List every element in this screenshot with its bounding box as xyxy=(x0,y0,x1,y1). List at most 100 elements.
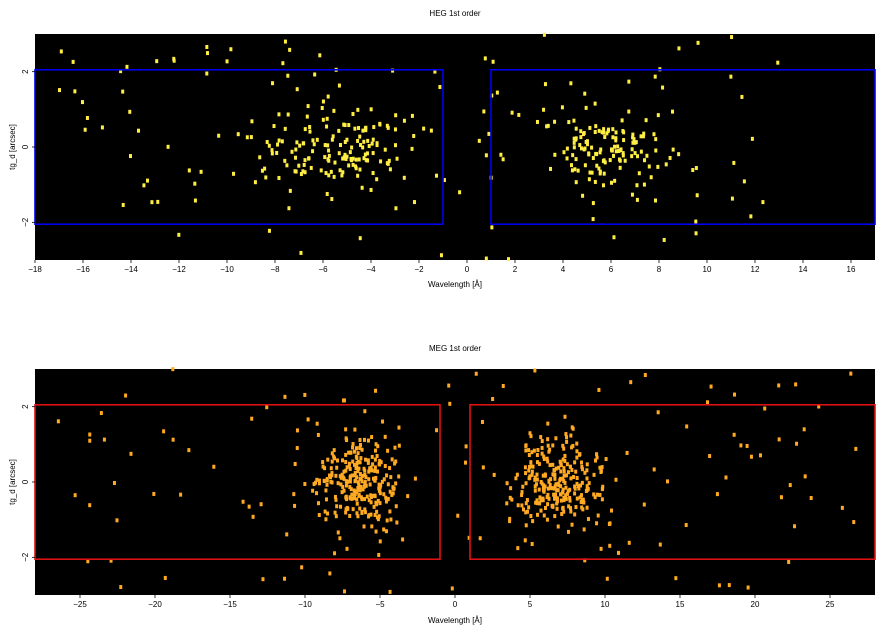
heg-event-pixel xyxy=(326,94,330,99)
meg-event-pixel xyxy=(317,513,321,518)
heg-event-pixel xyxy=(602,130,606,135)
meg-event-pixel xyxy=(563,414,567,419)
meg-event-pixel xyxy=(610,508,614,513)
meg-event-pixel xyxy=(353,492,357,497)
heg-event-pixel xyxy=(495,90,499,95)
heg-event-pixel xyxy=(393,143,397,148)
meg-event-pixel xyxy=(510,497,514,502)
heg-event-pixel xyxy=(365,158,369,163)
meg-event-pixel xyxy=(570,467,574,472)
meg-event-pixel xyxy=(562,473,566,478)
heg-event-pixel xyxy=(303,127,307,132)
heg-event-pixel xyxy=(608,158,612,163)
heg-event-pixel xyxy=(588,125,592,130)
heg-event-pixel xyxy=(636,154,640,159)
meg-event-pixel xyxy=(524,471,528,476)
meg-event-pixel xyxy=(546,443,550,448)
meg-event-pixel xyxy=(357,493,361,498)
heg-event-pixel xyxy=(598,169,602,174)
meg-event-pixel xyxy=(551,486,555,491)
meg-event-pixel xyxy=(317,481,321,486)
heg-xtick-label: 2 xyxy=(513,265,518,274)
meg-event-pixel xyxy=(580,467,584,472)
meg-event-pixel xyxy=(529,434,533,439)
heg-event-pixel xyxy=(342,122,346,127)
meg-event-pixel xyxy=(794,382,798,387)
heg-event-pixel xyxy=(356,173,360,178)
meg-event-pixel xyxy=(388,509,392,514)
meg-event-pixel xyxy=(377,488,381,493)
meg-event-pixel xyxy=(363,497,367,502)
meg-event-pixel xyxy=(378,484,382,489)
meg-event-pixel xyxy=(593,495,597,500)
heg-event-pixel xyxy=(177,232,181,237)
meg-event-pixel xyxy=(342,488,346,493)
heg-event-pixel xyxy=(85,115,89,120)
heg-event-pixel xyxy=(776,60,780,65)
meg-event-pixel xyxy=(532,448,536,453)
meg-ytick-label: 0 xyxy=(21,479,30,484)
heg-event-pixel xyxy=(121,202,125,207)
meg-event-pixel xyxy=(375,509,379,514)
meg-event-pixel xyxy=(523,465,527,470)
meg-event-pixel xyxy=(515,472,519,477)
meg-event-pixel xyxy=(351,445,355,450)
meg-event-pixel xyxy=(575,476,579,481)
heg-event-pixel xyxy=(379,159,383,164)
meg-event-pixel xyxy=(505,481,509,486)
heg-event-pixel xyxy=(302,162,306,167)
meg-event-pixel xyxy=(536,512,540,517)
meg-event-pixel xyxy=(529,464,533,469)
meg-event-pixel xyxy=(561,443,565,448)
meg-event-pixel xyxy=(560,512,564,517)
meg-event-pixel xyxy=(86,559,90,564)
meg-event-pixel xyxy=(354,446,358,451)
meg-event-pixel xyxy=(577,452,581,457)
heg-event-pixel xyxy=(288,47,292,52)
heg-event-pixel xyxy=(378,121,382,126)
heg-event-pixel xyxy=(119,69,123,74)
heg-event-pixel xyxy=(325,191,329,196)
heg-event-pixel xyxy=(482,109,486,114)
meg-event-pixel xyxy=(365,494,369,499)
heg-event-pixel xyxy=(286,112,290,117)
meg-event-pixel xyxy=(541,498,545,503)
heg-event-pixel xyxy=(393,127,397,132)
meg-event-pixel xyxy=(551,503,555,508)
heg-event-pixel xyxy=(644,118,648,123)
meg-event-pixel xyxy=(524,501,528,506)
meg-event-pixel xyxy=(555,506,559,511)
meg-event-pixel xyxy=(300,565,304,570)
heg-xtick-label: 0 xyxy=(465,265,470,274)
heg-event-pixel xyxy=(298,143,302,148)
meg-event-pixel xyxy=(535,460,539,465)
meg-event-pixel xyxy=(369,500,373,505)
meg-event-pixel xyxy=(514,476,518,481)
heg-event-pixel xyxy=(367,144,371,149)
meg-event-pixel xyxy=(600,497,604,502)
meg-event-pixel xyxy=(717,583,721,588)
heg-event-pixel xyxy=(442,178,446,183)
heg-event-pixel xyxy=(652,132,656,137)
meg-event-pixel xyxy=(534,482,538,487)
meg-event-pixel xyxy=(363,510,367,515)
heg-event-pixel xyxy=(128,109,132,114)
meg-event-pixel xyxy=(557,465,561,470)
meg-event-pixel xyxy=(595,455,599,460)
meg-event-pixel xyxy=(388,589,392,594)
meg-event-pixel xyxy=(579,460,583,465)
heg-event-pixel xyxy=(603,135,607,140)
meg-event-pixel xyxy=(535,477,539,482)
meg-event-pixel xyxy=(73,493,77,498)
heg-event-pixel xyxy=(156,199,160,204)
heg-event-pixel xyxy=(307,156,311,161)
heg-event-pixel xyxy=(271,81,275,86)
meg-event-pixel xyxy=(363,507,367,512)
heg-region-2 xyxy=(490,68,876,226)
heg-event-pixel xyxy=(729,74,733,79)
meg-event-pixel xyxy=(351,459,355,464)
meg-event-pixel xyxy=(344,507,348,512)
meg-event-pixel xyxy=(573,512,577,517)
heg-event-pixel xyxy=(606,129,610,134)
